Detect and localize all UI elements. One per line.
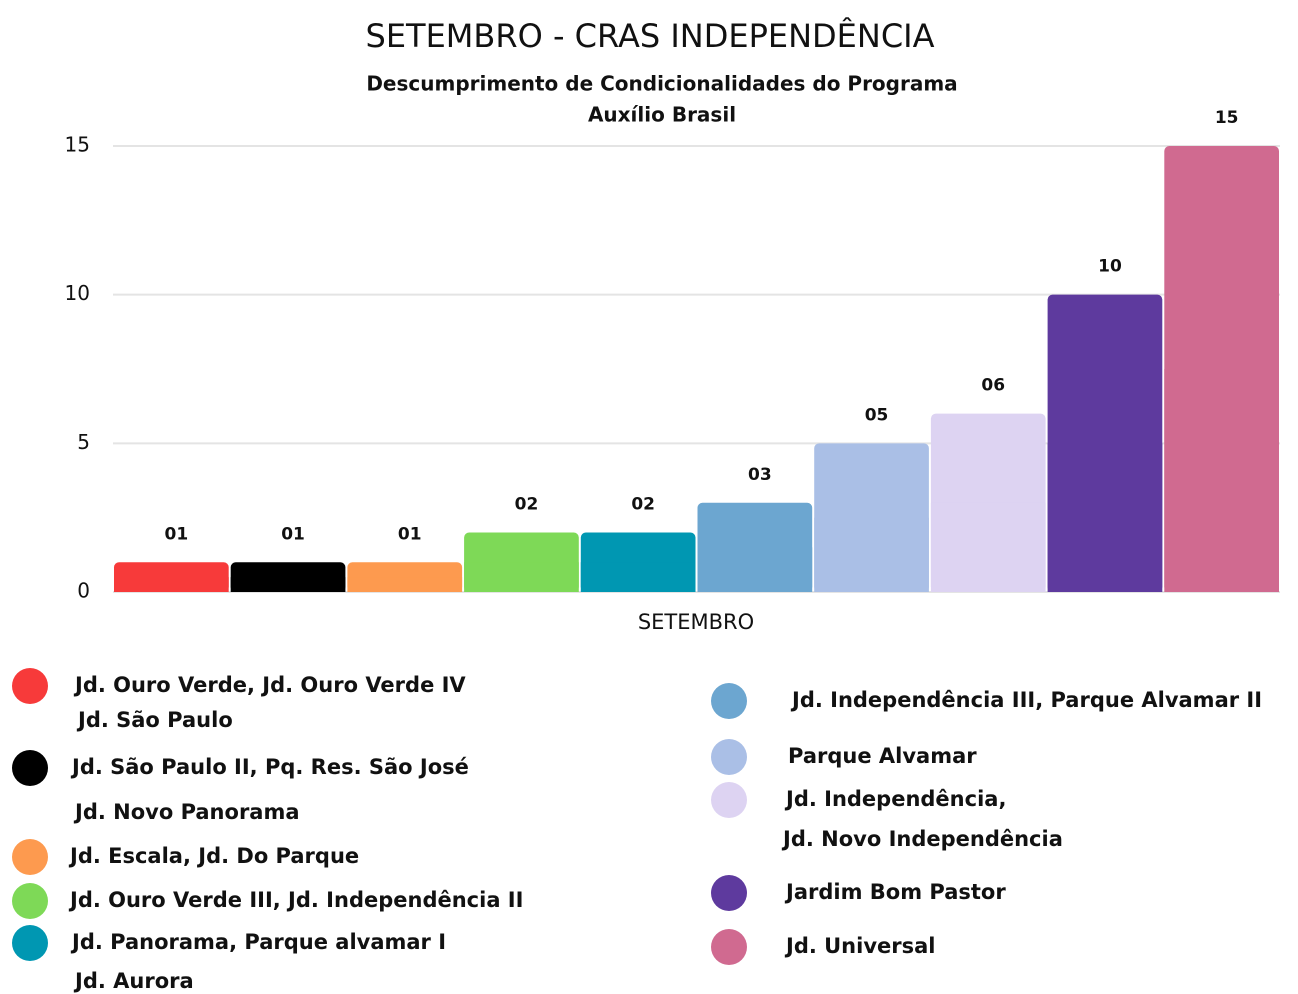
bar-base bbox=[1164, 369, 1279, 592]
value-label: 01 bbox=[165, 524, 189, 544]
value-label: 02 bbox=[631, 495, 655, 515]
legend-label: Jd. Novo Independência bbox=[781, 827, 1063, 851]
bar-base bbox=[347, 577, 463, 592]
legend-label: Jd. Independência, bbox=[784, 787, 1006, 811]
legend-label: Parque Alvamar bbox=[788, 744, 977, 768]
legend-label: Jd. Escala, Jd. Do Parque bbox=[68, 844, 359, 868]
value-label: 05 bbox=[865, 405, 889, 425]
legend-swatch bbox=[711, 739, 747, 775]
y-tick-label: 0 bbox=[77, 579, 90, 603]
legend-label: Jd. Independência III, Parque Alvamar II bbox=[790, 688, 1262, 712]
value-label: 15 bbox=[1215, 108, 1239, 128]
legend-swatch bbox=[12, 750, 48, 786]
bar-base bbox=[464, 562, 579, 592]
value-label: 01 bbox=[281, 524, 305, 544]
value-label: 01 bbox=[398, 524, 422, 544]
legend-swatch bbox=[711, 929, 747, 965]
value-label: 02 bbox=[515, 495, 539, 515]
bar-base bbox=[580, 562, 696, 592]
legend-swatch bbox=[12, 668, 48, 704]
bar-base bbox=[697, 547, 813, 592]
chart-subtitle: Auxílio Brasil bbox=[588, 103, 736, 127]
y-tick-label: 5 bbox=[77, 430, 90, 454]
y-tick-label: 10 bbox=[65, 281, 90, 305]
legend-swatch bbox=[12, 925, 48, 961]
legend-swatch bbox=[711, 782, 747, 818]
legend-swatch bbox=[12, 839, 48, 875]
legend-label: Jd. Novo Panorama bbox=[73, 800, 300, 824]
legend-label: Jd. Ouro Verde, Jd. Ouro Verde IV bbox=[73, 673, 466, 697]
bar-base bbox=[1047, 443, 1163, 592]
legend-swatch bbox=[711, 683, 747, 719]
value-label: 06 bbox=[981, 376, 1005, 396]
y-tick-label: 15 bbox=[65, 133, 90, 157]
value-label: 03 bbox=[748, 465, 772, 485]
bar-base bbox=[114, 577, 229, 592]
legend-swatch bbox=[711, 875, 747, 911]
legend-label: Jd. Panorama, Parque alvamar I bbox=[70, 930, 446, 954]
legend-label: Jd. São Paulo II, Pq. Res. São José bbox=[70, 755, 469, 779]
bar-base bbox=[230, 577, 346, 592]
bar-base bbox=[930, 502, 1046, 592]
legend-swatch bbox=[12, 883, 48, 919]
bar-base bbox=[814, 517, 929, 592]
chart-title: SETEMBRO - CRAS INDEPENDÊNCIA bbox=[366, 17, 935, 55]
legend-label: Jd. São Paulo bbox=[76, 708, 233, 732]
legend-label: Jd. Universal bbox=[784, 934, 936, 958]
legend-label: Jd. Ouro Verde III, Jd. Independência II bbox=[68, 888, 523, 912]
value-label: 10 bbox=[1098, 257, 1122, 277]
chart-subtitle: Descumprimento de Condicionalidades do P… bbox=[366, 72, 957, 96]
legend-label: Jd. Aurora bbox=[73, 969, 194, 993]
x-tick-label: SETEMBRO bbox=[638, 610, 754, 634]
legend-label: Jardim Bom Pastor bbox=[784, 880, 1006, 904]
